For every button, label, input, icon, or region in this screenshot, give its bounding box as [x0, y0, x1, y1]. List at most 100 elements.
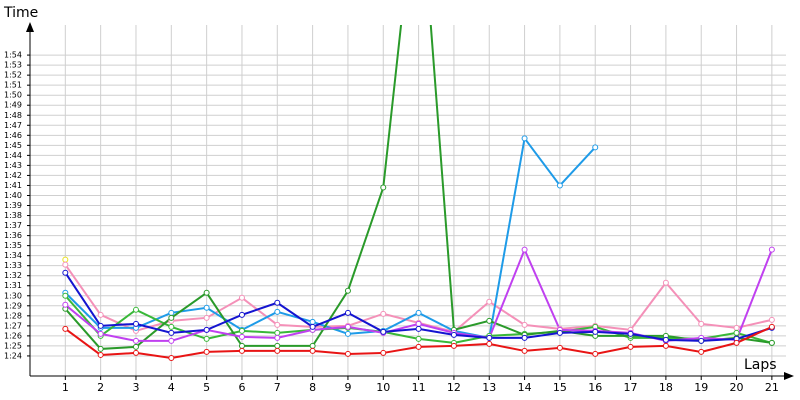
point	[274, 329, 281, 336]
x-axis-arrow	[784, 372, 794, 380]
point	[274, 347, 281, 354]
y-tick-label: 1:48	[4, 111, 22, 120]
y-tick-label: 1:52	[4, 71, 22, 80]
point	[415, 325, 422, 332]
point	[203, 289, 210, 296]
x-tick-label: 13	[482, 381, 496, 394]
point	[238, 342, 245, 349]
point	[698, 337, 705, 344]
x-tick-label: 5	[203, 381, 210, 394]
point	[309, 323, 316, 330]
point	[309, 318, 316, 325]
point	[521, 246, 528, 253]
x-tick-label: 18	[659, 381, 673, 394]
x-tick-label: 2	[97, 381, 104, 394]
y-tick-label: 1:46	[4, 131, 22, 140]
point	[415, 335, 422, 342]
x-tick-label: 12	[447, 381, 461, 394]
point	[768, 323, 775, 330]
point	[486, 334, 493, 341]
point	[203, 348, 210, 355]
y-tick-label: 1:36	[4, 231, 22, 240]
x-tick-label: 19	[694, 381, 708, 394]
point	[238, 333, 245, 340]
point	[132, 320, 139, 327]
point	[238, 294, 245, 301]
y-tick-label: 1:50	[4, 91, 22, 100]
point	[592, 144, 599, 151]
point	[309, 347, 316, 354]
point	[203, 304, 210, 311]
point	[132, 337, 139, 344]
x-tick-label: 11	[412, 381, 426, 394]
point	[62, 301, 69, 308]
y-tick-label: 1:38	[4, 211, 22, 220]
y-tick-label: 1:32	[4, 271, 22, 280]
point	[62, 292, 69, 299]
point	[97, 311, 104, 318]
point	[132, 349, 139, 356]
point	[521, 135, 528, 142]
point	[203, 335, 210, 342]
x-tick-label: 16	[588, 381, 602, 394]
point	[168, 354, 175, 361]
point	[344, 309, 351, 316]
y-tick-label: 1:42	[4, 171, 22, 180]
y-tick-label: 1:54	[4, 51, 22, 60]
y-tick-label: 1:40	[4, 191, 22, 200]
point	[450, 342, 457, 349]
y-axis-title: Time	[3, 5, 38, 21]
y-tick-label: 1:47	[4, 121, 22, 130]
point	[662, 279, 669, 286]
point	[380, 184, 387, 191]
point	[556, 182, 563, 189]
point	[733, 339, 740, 346]
point	[380, 310, 387, 317]
point	[97, 322, 104, 329]
point	[698, 320, 705, 327]
point	[97, 351, 104, 358]
point	[62, 256, 69, 263]
point	[274, 308, 281, 315]
y-tick-label: 1:33	[4, 261, 22, 270]
series-line	[64, 135, 596, 340]
x-tick-label: 9	[344, 381, 351, 394]
x-tick-label: 7	[274, 381, 281, 394]
point	[238, 347, 245, 354]
point	[344, 350, 351, 357]
point	[132, 306, 139, 313]
y-tick-label: 1:43	[4, 161, 22, 170]
point	[662, 342, 669, 349]
point	[662, 336, 669, 343]
point	[344, 287, 351, 294]
point	[274, 334, 281, 341]
point	[521, 334, 528, 341]
x-tick-label: 1	[62, 381, 69, 394]
point	[203, 314, 210, 321]
x-tick-label: 15	[553, 381, 567, 394]
y-tick-label: 1:26	[4, 331, 22, 340]
x-tick-label: 10	[376, 381, 390, 394]
y-tick-label: 1:37	[4, 221, 22, 230]
point	[698, 348, 705, 355]
point	[168, 314, 175, 321]
point	[486, 298, 493, 305]
x-tick-label: 6	[238, 381, 245, 394]
y-tick-label: 1:30	[4, 291, 22, 300]
point	[168, 329, 175, 336]
point	[62, 325, 69, 332]
point	[556, 329, 563, 336]
point	[521, 321, 528, 328]
x-tick-label: 14	[518, 381, 532, 394]
series-line	[64, 25, 773, 350]
point	[486, 340, 493, 347]
point	[168, 337, 175, 344]
point	[627, 330, 634, 337]
point	[768, 339, 775, 346]
point	[62, 269, 69, 276]
point	[168, 323, 175, 330]
y-tick-label: 1:35	[4, 241, 22, 250]
point	[450, 331, 457, 338]
point	[415, 320, 422, 327]
